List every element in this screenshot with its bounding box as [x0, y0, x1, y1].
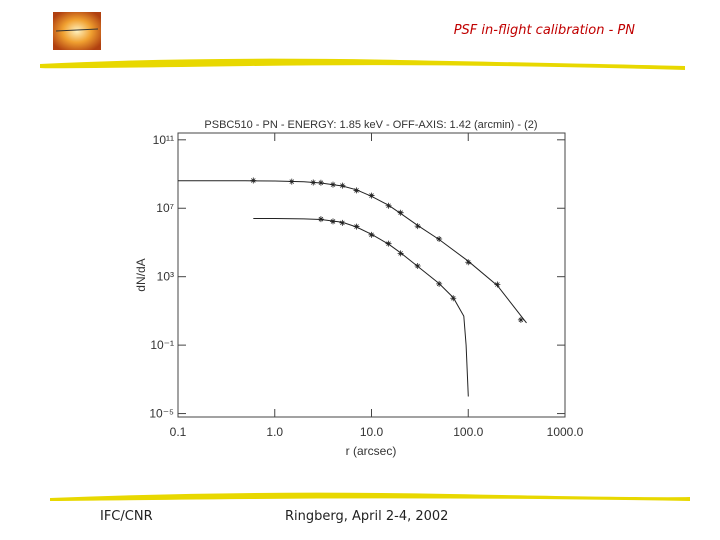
- model-line: [253, 218, 469, 397]
- data-point: [353, 187, 360, 194]
- bottom-stroke: [50, 492, 690, 501]
- data-point: [353, 223, 360, 230]
- data-point: [414, 263, 421, 270]
- data-point: [368, 192, 375, 199]
- data-point: [368, 231, 375, 238]
- footer-center: Ringberg, April 2-4, 2002: [285, 509, 448, 524]
- data-point: [317, 179, 324, 186]
- data-point: [517, 316, 524, 323]
- x-axis-label: r (arcsec): [346, 444, 397, 458]
- chart-title: PSBC510 - PN - ENERGY: 1.85 keV - OFF-AX…: [204, 119, 537, 131]
- data-point: [494, 281, 501, 288]
- data-point: [329, 181, 336, 188]
- x-tick-label: 1.0: [266, 425, 283, 439]
- top-stroke: [40, 58, 685, 70]
- x-tick-label: 1000.0: [547, 425, 584, 439]
- footer-left: IFC/CNR: [100, 509, 153, 524]
- slide-title: PSF in-flight calibration - PN: [454, 23, 636, 38]
- data-point: [414, 223, 421, 230]
- logo-line: [55, 28, 99, 32]
- x-tick-label: 100.0: [453, 425, 483, 439]
- y-tick-label: 10⁻⁵: [149, 407, 174, 421]
- data-point: [385, 240, 392, 247]
- data-point: [288, 178, 295, 185]
- data-point: [317, 216, 324, 223]
- data-point: [436, 235, 443, 242]
- data-point: [339, 219, 346, 226]
- y-tick-label: 10¹¹: [153, 133, 174, 147]
- data-point: [385, 202, 392, 209]
- data-point: [397, 209, 404, 216]
- y-axis-label: dN/dA: [134, 258, 148, 291]
- data-point: [436, 280, 443, 287]
- y-tick-label: 10⁻¹: [150, 338, 174, 352]
- data-point: [465, 259, 472, 266]
- plot-frame: [177, 132, 566, 418]
- data-point: [250, 177, 257, 184]
- y-tick-label: 10³: [157, 270, 174, 284]
- x-tick-label: 10.0: [360, 425, 384, 439]
- data-point: [397, 250, 404, 257]
- y-tick-label: 10⁷: [156, 201, 174, 215]
- data-point: [450, 295, 457, 302]
- data-point: [339, 182, 346, 189]
- model-line: [178, 180, 527, 324]
- data-point: [310, 179, 317, 186]
- data-point: [329, 218, 336, 225]
- x-tick-label: 0.1: [170, 425, 187, 439]
